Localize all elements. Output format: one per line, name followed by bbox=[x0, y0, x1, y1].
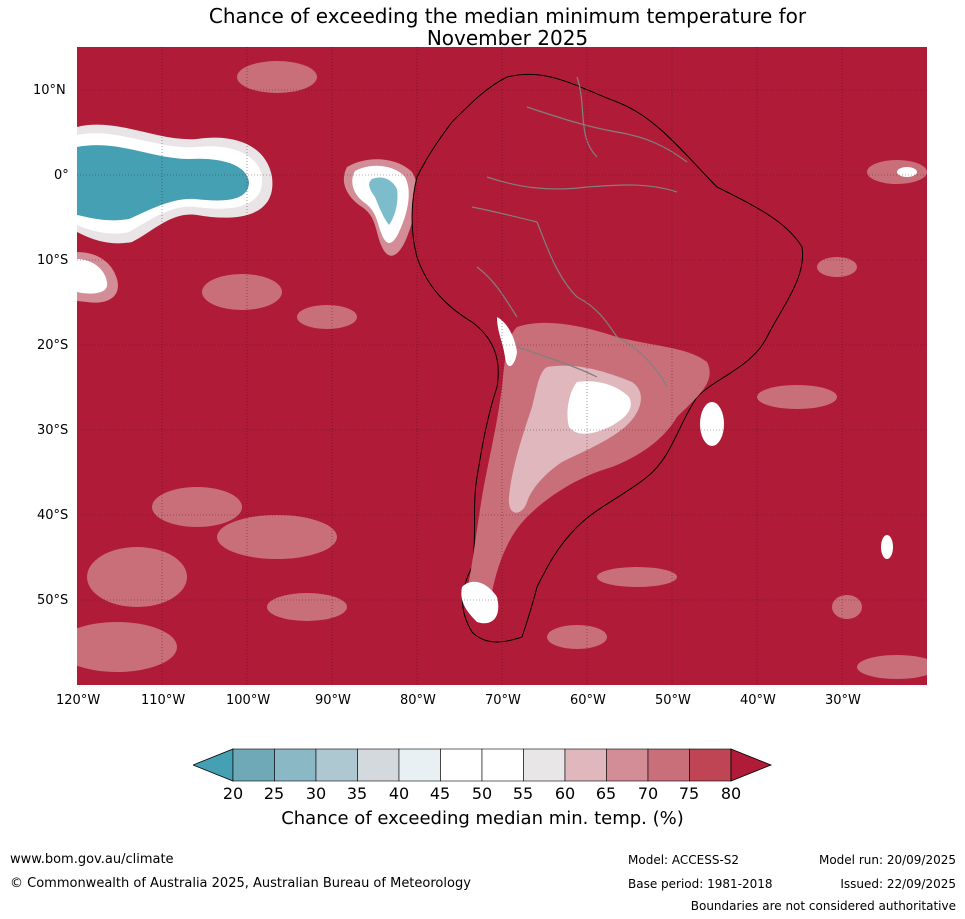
lat-label-10s: 10°S bbox=[37, 253, 69, 268]
lon-label-60w: 60°W bbox=[570, 693, 606, 708]
colorbar bbox=[193, 748, 773, 782]
colorbar-segment bbox=[274, 748, 317, 782]
probability-map bbox=[77, 47, 927, 685]
disclaimer-text: Boundaries are not considered authoritat… bbox=[690, 899, 956, 913]
lat-label-10n: 10°N bbox=[33, 83, 66, 98]
lon-label-50w: 50°W bbox=[655, 693, 691, 708]
cbar-tick: 40 bbox=[388, 784, 410, 803]
issued-text: Issued: 22/09/2025 bbox=[840, 877, 956, 891]
lon-label-70w: 70°W bbox=[485, 693, 521, 708]
cbar-tick: 55 bbox=[512, 784, 534, 803]
map-title: Chance of exceeding the median minimum t… bbox=[0, 5, 965, 49]
colorbar-segment bbox=[315, 748, 358, 782]
lon-label-80w: 80°W bbox=[400, 693, 436, 708]
cbar-tick: 45 bbox=[429, 784, 451, 803]
lon-label-30w: 30°W bbox=[825, 693, 861, 708]
graticule bbox=[77, 47, 927, 685]
model-text: Model: ACCESS-S2 bbox=[628, 853, 740, 867]
cbar-tick: 30 bbox=[305, 784, 327, 803]
copyright-text: © Commonwealth of Australia 2025, Austra… bbox=[10, 876, 471, 891]
lat-label-30s: 30°S bbox=[37, 423, 69, 438]
title-line-1: Chance of exceeding the median minimum t… bbox=[208, 4, 807, 28]
title-line-2: November 2025 bbox=[426, 26, 589, 50]
colorbar-segment bbox=[398, 748, 441, 782]
lat-label-20s: 20°S bbox=[37, 338, 69, 353]
lat-label-40s: 40°S bbox=[37, 508, 69, 523]
base-period-text: Base period: 1981-2018 bbox=[628, 877, 773, 891]
cbar-tick: 25 bbox=[263, 784, 285, 803]
cbar-tick: 75 bbox=[678, 784, 700, 803]
cbar-tick: 65 bbox=[595, 784, 617, 803]
colorbar-segment bbox=[606, 748, 649, 782]
lon-label-100w: 100°W bbox=[226, 693, 271, 708]
colorbar-segment bbox=[523, 748, 566, 782]
website-text: www.bom.gov.au/climate bbox=[10, 852, 174, 867]
colorbar-segment bbox=[357, 748, 400, 782]
model-run-text: Model run: 20/09/2025 bbox=[818, 853, 956, 867]
lon-label-110w: 110°W bbox=[141, 693, 186, 708]
lat-label-50s: 50°S bbox=[37, 593, 69, 608]
moderate-patches bbox=[77, 61, 927, 679]
cool-anomaly-coast bbox=[343, 159, 417, 256]
colorbar-segment bbox=[647, 748, 690, 782]
colorbar-segment bbox=[689, 748, 732, 782]
country-boundaries bbox=[471, 76, 688, 388]
cbar-tick: 70 bbox=[637, 784, 659, 803]
colorbar-segment bbox=[232, 748, 275, 782]
colorbar-title: Chance of exceeding median min. temp. (%… bbox=[281, 808, 684, 829]
colorbar-segment bbox=[564, 748, 607, 782]
cbar-tick: 35 bbox=[346, 784, 368, 803]
land-patches bbox=[461, 317, 710, 624]
cbar-tick: 50 bbox=[471, 784, 493, 803]
cool-anomaly-pacific bbox=[77, 124, 273, 303]
colorbar-extend-low bbox=[193, 748, 234, 782]
lon-label-40w: 40°W bbox=[740, 693, 776, 708]
cbar-tick: 20 bbox=[222, 784, 244, 803]
lon-label-120w: 120°W bbox=[56, 693, 101, 708]
lat-label-0: 0° bbox=[54, 168, 69, 183]
colorbar-segment bbox=[481, 748, 524, 782]
colorbar-segment bbox=[440, 748, 483, 782]
cbar-tick: 80 bbox=[720, 784, 742, 803]
cbar-tick: 60 bbox=[554, 784, 576, 803]
lon-label-90w: 90°W bbox=[315, 693, 351, 708]
colorbar-extend-high bbox=[730, 748, 773, 782]
light-patches bbox=[700, 167, 917, 559]
